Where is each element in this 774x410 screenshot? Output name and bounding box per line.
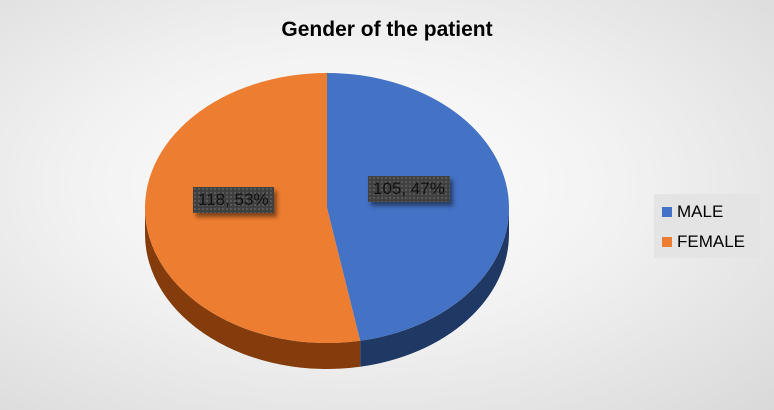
- pie-slice-male[interactable]: [327, 73, 510, 341]
- legend-item-male: MALE: [662, 202, 723, 222]
- legend-label-male: MALE: [677, 202, 724, 221]
- data-label-male: 105, 47%: [368, 176, 450, 202]
- legend-swatch-female: [662, 237, 672, 247]
- legend-item-female: FEMALE: [662, 232, 745, 252]
- pie-side-male: [360, 208, 509, 367]
- legend: MALE FEMALE: [654, 194, 760, 258]
- legend-label-female: FEMALE: [677, 232, 746, 251]
- legend-swatch-male: [662, 207, 672, 217]
- pie-side-female: [145, 208, 361, 370]
- data-label-female: 118, 53%: [193, 187, 274, 213]
- chart-title: Gender of the patient: [281, 18, 493, 41]
